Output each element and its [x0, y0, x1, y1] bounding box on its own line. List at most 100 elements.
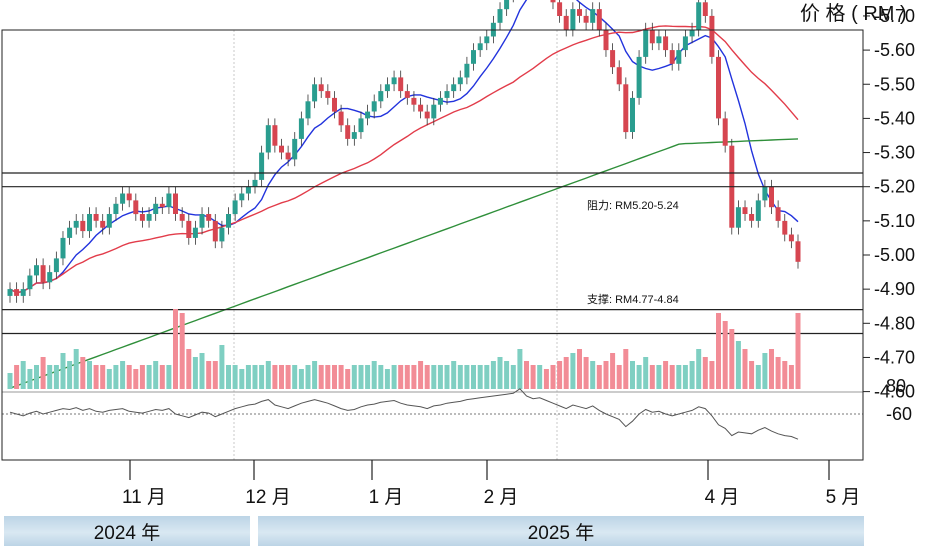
candle-body: [682, 36, 688, 51]
candle-body: [762, 186, 768, 201]
candle-body: [689, 29, 695, 37]
candle-body: [583, 15, 589, 23]
volume-bar: [411, 365, 417, 389]
volume-bar: [285, 365, 291, 389]
candle-body: [795, 241, 801, 262]
candle-body: [649, 29, 655, 44]
candle-body: [643, 29, 649, 57]
resistance-label: 阻力: RM5.20-5.24: [587, 199, 679, 212]
candle-body: [153, 203, 159, 214]
candle-body: [186, 220, 192, 238]
volume-bar: [649, 365, 655, 389]
volume-bar: [709, 361, 715, 389]
volume-bar: [199, 353, 205, 389]
candle-body: [120, 193, 126, 204]
volume-bar: [563, 357, 569, 389]
volume-bar: [298, 369, 304, 389]
candle-body: [93, 214, 99, 221]
candle-body: [318, 84, 324, 92]
candle-body: [212, 220, 218, 242]
rsi-indicator: [2, 388, 863, 440]
candle-body: [722, 118, 728, 146]
volume-bar: [689, 361, 695, 389]
rsi-tick-label: -60: [886, 404, 912, 424]
volume-bar: [716, 313, 721, 389]
volume-bar: [782, 361, 788, 389]
volume-bar: [391, 365, 397, 389]
candle-body: [735, 207, 741, 228]
x-tick-label: 11 月: [122, 487, 166, 508]
volume-bar: [643, 357, 649, 389]
volume-bar: [749, 361, 755, 389]
volume-bar: [530, 365, 536, 389]
candle-body: [391, 77, 397, 85]
candle-body: [80, 220, 86, 232]
y-tick-label: -4.60: [874, 382, 915, 402]
candle-body: [47, 272, 53, 283]
volume-bar: [630, 361, 635, 389]
y-tick-label: -5.20: [874, 177, 915, 197]
candle-body: [34, 265, 39, 276]
chart-grid: [2, 30, 863, 460]
candle-body: [100, 220, 106, 228]
y-axis-title: 价 格 ( RM ): [800, 2, 907, 25]
volume-bar: [398, 365, 404, 389]
candle-body: [345, 125, 351, 139]
candle-body: [504, 0, 510, 10]
candle-body: [610, 50, 616, 68]
volume-bar: [126, 365, 132, 389]
candle-body: [788, 234, 794, 242]
candle-body: [477, 43, 483, 51]
candle-body: [418, 104, 424, 112]
candle-body: [590, 9, 596, 23]
volume-bar: [596, 365, 602, 389]
volume-bar: [186, 349, 192, 389]
candle-body: [60, 237, 66, 259]
candle-body: [563, 15, 569, 30]
volume-bar: [696, 349, 702, 389]
candle-body: [73, 220, 79, 228]
volume-bar: [769, 349, 774, 389]
candle-body: [239, 193, 245, 201]
ma-line-mid: [9, 25, 799, 294]
candle-body: [27, 275, 33, 290]
volume-bar: [371, 361, 377, 389]
candle-body: [669, 50, 675, 64]
candle-body: [351, 132, 357, 139]
volume-bar: [146, 365, 152, 389]
x-tick-label: 5 月: [826, 487, 861, 508]
volume-bar: [7, 373, 13, 389]
candle-body: [67, 227, 73, 238]
volume-bar: [490, 361, 496, 389]
candle-body: [451, 84, 457, 92]
y-tick-label: -5.10: [874, 211, 915, 231]
candle-body: [312, 84, 318, 102]
volume-bar: [232, 365, 238, 389]
volume-bar: [623, 349, 629, 389]
volume-bar: [338, 365, 344, 389]
volume-bar: [577, 349, 582, 389]
candle-body: [676, 50, 682, 64]
volume-bar: [424, 365, 430, 389]
volume-bar: [451, 361, 457, 389]
candle-body: [775, 207, 781, 221]
volume-bar: [60, 353, 66, 389]
candle-body: [457, 77, 463, 85]
ma-line-long: [9, 138, 799, 389]
x-tick-label: 2 月: [484, 487, 519, 508]
candle-body: [570, 9, 576, 30]
candle-body: [656, 36, 662, 44]
candle-body: [53, 258, 59, 273]
volume-bar: [87, 361, 92, 389]
volume-bar: [14, 365, 20, 389]
candle-body: [484, 36, 490, 44]
volume-bar: [139, 365, 145, 389]
candle-body: [782, 220, 788, 235]
volume-bar: [73, 349, 79, 389]
candle-body: [133, 200, 139, 215]
volume-bar: [755, 365, 761, 389]
y-tick-label: -5.30: [874, 143, 915, 163]
volume-bar: [332, 365, 337, 389]
volume-bar: [636, 365, 642, 389]
